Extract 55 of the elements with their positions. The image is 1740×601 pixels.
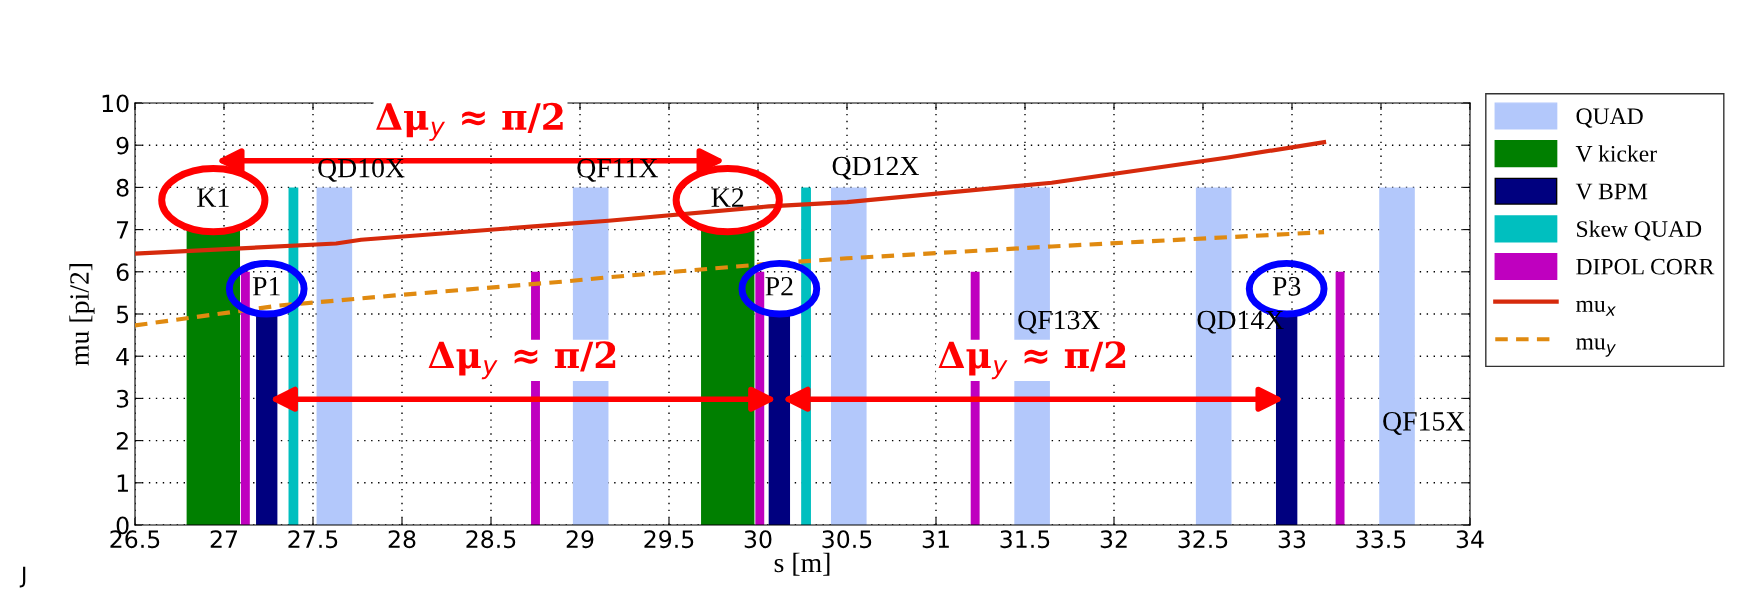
x-tick-label: 34 bbox=[1456, 530, 1484, 549]
y-axis-title: mu [pi/2] bbox=[69, 263, 95, 366]
x-axis-title: s [m] bbox=[774, 552, 830, 576]
bar bbox=[240, 271, 250, 525]
y-tick-label: 5 bbox=[116, 305, 129, 324]
legend-label: mu$_{y}$ bbox=[1576, 338, 1616, 357]
x-tick-label: 29 bbox=[566, 530, 594, 549]
x-tick-label: 31.5 bbox=[1000, 530, 1050, 549]
x-tick-label: 29.5 bbox=[644, 530, 694, 549]
y-tick-label: 2 bbox=[116, 432, 128, 450]
x-tick-label: 31 bbox=[922, 530, 949, 549]
annotation: Δμ$_{y}$ ≈ π/2 bbox=[428, 341, 616, 380]
y-tick-label: 1 bbox=[117, 474, 128, 492]
annotation: K1 bbox=[197, 188, 229, 207]
y-tick-label: 9 bbox=[116, 136, 129, 155]
bar bbox=[1335, 271, 1345, 525]
y-tick-label: 3 bbox=[116, 389, 129, 408]
y-tick-label: 4 bbox=[116, 347, 129, 366]
x-tick-label: 33 bbox=[1278, 530, 1306, 549]
legend-label: mu$_{x}$ bbox=[1576, 300, 1616, 316]
x-tick-label: 32 bbox=[1100, 530, 1127, 549]
annotation: QD10X bbox=[318, 158, 405, 182]
legend-label: Skew QUAD bbox=[1577, 220, 1702, 241]
x-tick-label: 28.5 bbox=[466, 530, 516, 549]
bar bbox=[256, 314, 278, 525]
legend-label: V BPM bbox=[1575, 183, 1648, 200]
bar bbox=[768, 314, 791, 525]
annotation: Δμ$_{y}$ ≈ π/2 bbox=[376, 102, 563, 141]
y-tick-label: 10 bbox=[102, 94, 129, 113]
line-series bbox=[135, 140, 1327, 256]
annotation: P1 bbox=[252, 277, 280, 296]
y-tick-label: 6 bbox=[116, 263, 129, 282]
x-tick-label: 27 bbox=[210, 530, 237, 548]
annotation: P2 bbox=[765, 276, 793, 296]
x-tick-label: 30.5 bbox=[822, 530, 872, 549]
text: J bbox=[19, 566, 26, 588]
x-tick-label: 27.5 bbox=[288, 530, 338, 549]
legend-label: DIPOL CORR bbox=[1576, 258, 1715, 275]
legend-label: V kicker bbox=[1575, 145, 1657, 162]
x-tick-label: 32.5 bbox=[1178, 530, 1228, 549]
annotation: QF11X bbox=[577, 158, 659, 182]
legend-label: QUAD bbox=[1576, 108, 1643, 128]
bar bbox=[830, 187, 867, 525]
annotation: QD12X bbox=[832, 156, 919, 180]
annotation: K2 bbox=[711, 188, 744, 207]
x-tick-label: 28 bbox=[388, 530, 416, 549]
annotation: QF13X bbox=[1018, 310, 1100, 334]
y-tick-label: 7 bbox=[117, 221, 129, 239]
x-tick-label: 33.5 bbox=[1356, 530, 1406, 549]
bar bbox=[316, 187, 353, 525]
annotation: QF15X bbox=[1383, 412, 1465, 435]
annotation: Δμ$_{y}$ ≈ π/2 bbox=[938, 341, 1126, 380]
annotation: P3 bbox=[1272, 276, 1301, 296]
y-tick-label: 8 bbox=[116, 178, 129, 197]
x-tick-label: 30 bbox=[744, 530, 772, 549]
